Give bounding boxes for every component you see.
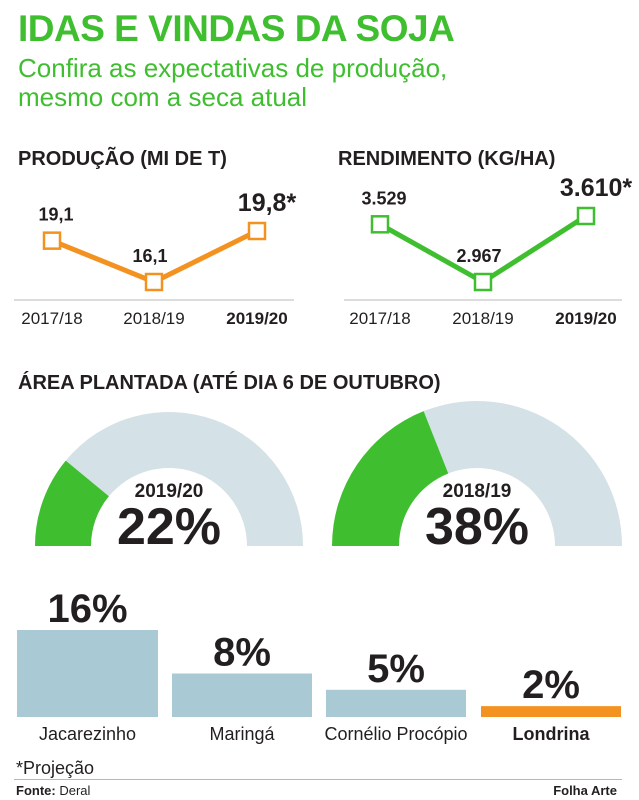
production-data-label-3: 19,8*: [238, 189, 297, 217]
yield-point-2: [473, 272, 493, 292]
bar-category-label-2: Maringá: [209, 724, 275, 744]
bar-maring-: [172, 673, 312, 717]
area-2019-20-gauge-year: 2019/20: [135, 481, 204, 502]
page-subtitle: Confira as expectativas de produção, mes…: [18, 54, 578, 112]
bar-londrina: [481, 706, 621, 717]
production-point-3: [247, 221, 267, 241]
source-note: Fonte: Deral: [16, 783, 90, 798]
production-chart-title: PRODUÇÃO (MI DE T): [18, 148, 227, 170]
source-value: Deral: [59, 783, 91, 798]
production-tick-label-2: 2018/19: [123, 309, 184, 328]
bar-value-label-2: 8%: [213, 631, 271, 675]
yield-tick-label-1: 2017/18: [349, 309, 410, 328]
bar-value-label-4: 2%: [522, 663, 580, 707]
yield-tick-label-3: 2019/20: [555, 309, 616, 328]
area-2019-20-gauge-track: [65, 411, 304, 546]
page-title: IDAS E VINDAS DA SOJA: [18, 8, 455, 49]
bar-category-label-4: Londrina: [513, 724, 591, 744]
yield-chart-title: RENDIMENTO (KG/HA): [338, 148, 556, 170]
bar-category-label-3: Cornélio Procópio: [324, 724, 467, 744]
subtitle-line-1: Confira as expectativas de produção,: [18, 53, 448, 83]
production-tick-label-3: 2019/20: [226, 309, 287, 328]
bar-value-label-3: 5%: [367, 647, 425, 691]
area-2018-19-gauge-year: 2018/19: [443, 481, 512, 502]
footnote: *Projeção: [16, 758, 95, 778]
production-data-label-1: 19,1: [38, 205, 73, 225]
area-chart-title: ÁREA PLANTADA (ATÉ DIA 6 DE OUTUBRO): [18, 372, 441, 394]
area-2018-19-gauge-track: [423, 401, 622, 546]
production-point-2: [144, 272, 164, 292]
bar-value-label-1: 16%: [47, 587, 127, 631]
production-data-label-2: 16,1: [132, 246, 167, 266]
source-label: Fonte:: [16, 783, 56, 798]
yield-point-1: [370, 215, 390, 234]
yield-point-3: [576, 206, 596, 226]
production-point-1: [42, 231, 62, 250]
area-2019-20-gauge-value: 22%: [117, 498, 221, 556]
credit: Folha Arte: [553, 783, 617, 798]
yield-data-label-1: 3.529: [361, 188, 406, 208]
area-2018-19-gauge-value: 38%: [425, 498, 529, 556]
area-2019-20-gauge-fill: [35, 460, 109, 546]
production-tick-label-1: 2017/18: [21, 309, 82, 328]
area-2018-19-gauge-fill: [332, 411, 449, 546]
bar-jacarezinho: [17, 630, 158, 717]
bar-category-label-1: Jacarezinho: [39, 724, 136, 744]
bar-corn-lio-proc-pio: [326, 689, 466, 717]
yield-data-label-2: 2.967: [456, 246, 501, 266]
subtitle-line-2: mesmo com a seca atual: [18, 82, 308, 112]
yield-tick-label-2: 2018/19: [452, 309, 513, 328]
footer-divider: [14, 779, 622, 780]
yield-data-label-3: 3.610*: [560, 174, 633, 202]
